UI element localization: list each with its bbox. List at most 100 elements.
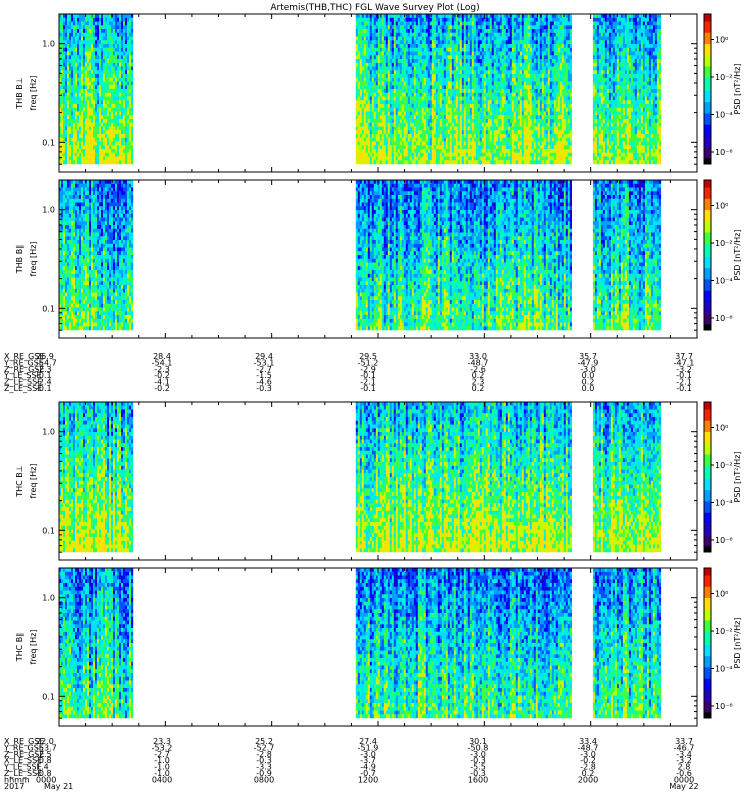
- spectrogram-cell: [458, 100, 460, 104]
- spectrogram-cell: [372, 40, 374, 44]
- spectrogram-cell: [99, 108, 101, 112]
- spectrogram-cell: [418, 70, 420, 74]
- spectrogram-cell: [73, 138, 75, 142]
- spectrogram-cell: [438, 18, 440, 22]
- spectrogram-cell: [362, 130, 364, 134]
- spectrogram-cell: [424, 78, 426, 82]
- spectrogram-cell: [502, 108, 504, 112]
- spectrogram-cell: [127, 100, 129, 104]
- spectrogram-cell: [444, 74, 446, 78]
- spectrogram-cell: [464, 44, 466, 48]
- spectrogram-cell: [99, 70, 101, 74]
- spectrogram-cell: [101, 104, 103, 108]
- spectrogram-cell: [109, 29, 111, 33]
- spectrogram-cell: [127, 55, 129, 59]
- spectrogram-cell: [372, 130, 374, 134]
- spectrogram-cell: [83, 85, 85, 89]
- spectrogram-cell: [426, 142, 428, 146]
- spectrogram-cell: [77, 153, 79, 157]
- spectrogram-cell: [414, 29, 416, 33]
- spectrogram-cell: [398, 37, 400, 41]
- spectrogram-cell: [448, 63, 450, 67]
- spectrogram-cell: [434, 25, 436, 29]
- spectrogram-cell: [67, 74, 69, 78]
- spectrogram-cell: [117, 149, 119, 153]
- spectrogram-cell: [480, 115, 482, 119]
- spectrogram-cell: [105, 130, 107, 134]
- spectrogram-cell: [65, 22, 67, 26]
- spectrogram-cell: [446, 123, 448, 127]
- spectrogram-cell: [460, 85, 462, 89]
- spectrogram-cell: [115, 74, 117, 78]
- spectrogram-cell: [410, 59, 412, 63]
- spectrogram-cell: [494, 44, 496, 48]
- spectrogram-cell: [430, 153, 432, 157]
- spectrogram-cell: [380, 142, 382, 146]
- spectrogram-cell: [460, 104, 462, 108]
- spectrogram-cell: [368, 100, 370, 104]
- spectrogram-cell: [406, 100, 408, 104]
- spectrogram-cell: [360, 82, 362, 86]
- spectrogram-cell: [376, 145, 378, 149]
- spectrogram-cell: [490, 89, 492, 93]
- spectrogram-cell: [107, 112, 109, 116]
- spectrogram-cell: [432, 108, 434, 112]
- spectrogram-cell: [416, 37, 418, 41]
- spectrogram-cell: [514, 67, 516, 71]
- spectrogram-cell: [85, 153, 87, 157]
- spectrogram-cell: [430, 108, 432, 112]
- spectrogram-cell: [484, 119, 486, 123]
- spectrogram-cell: [127, 112, 129, 116]
- spectrogram-cell: [115, 112, 117, 116]
- spectrogram-cell: [79, 130, 81, 134]
- spectrogram-cell: [490, 100, 492, 104]
- spectrogram-cell: [366, 149, 368, 153]
- spectrogram-cell: [470, 29, 472, 33]
- spectrogram-cell: [502, 48, 504, 52]
- spectrogram-cell: [89, 145, 91, 149]
- spectrogram-cell: [119, 67, 121, 71]
- spectrogram-cell: [522, 14, 524, 18]
- spectrogram-cell: [360, 25, 362, 29]
- spectrogram-cell: [490, 127, 492, 131]
- spectrogram-cell: [440, 82, 442, 86]
- spectrogram-cell: [67, 112, 69, 116]
- spectrogram-cell: [103, 25, 105, 29]
- spectrogram-cell: [414, 153, 416, 157]
- spectrogram-cell: [486, 149, 488, 153]
- spectrogram-cell: [514, 33, 516, 37]
- spectrogram-cell: [504, 145, 506, 149]
- spectrogram-cell: [111, 123, 113, 127]
- spectrogram-cell: [366, 130, 368, 134]
- spectrogram-cell: [520, 127, 522, 131]
- spectrogram-cell: [113, 138, 115, 142]
- spectrogram-cell: [426, 130, 428, 134]
- spectrogram-cell: [127, 52, 129, 56]
- spectrogram-cell: [434, 112, 436, 116]
- spectrogram-cell: [121, 97, 123, 101]
- spectrogram-cell: [450, 104, 452, 108]
- spectrogram-cell: [448, 149, 450, 153]
- spectrogram-cell: [444, 97, 446, 101]
- spectrogram-cell: [103, 63, 105, 67]
- spectrogram-cell: [95, 138, 97, 142]
- spectrogram-cell: [522, 108, 524, 112]
- spectrogram-cell: [480, 74, 482, 78]
- spectrogram-cell: [127, 29, 129, 33]
- spectrogram-cell: [510, 40, 512, 44]
- spectrogram-cell: [123, 100, 125, 104]
- spectrogram-cell: [356, 48, 358, 52]
- spectrogram-cell: [430, 70, 432, 74]
- spectrogram-cell: [69, 40, 71, 44]
- spectrogram-cell: [466, 82, 468, 86]
- spectrogram-cell: [442, 100, 444, 104]
- spectrogram-cell: [500, 127, 502, 131]
- spectrogram-cell: [492, 55, 494, 59]
- spectrogram-cell: [486, 48, 488, 52]
- spectrogram-cell: [113, 149, 115, 153]
- spectrogram-cell: [65, 130, 67, 134]
- spectrogram-cell: [424, 134, 426, 138]
- spectrogram-cell: [414, 108, 416, 112]
- spectrogram-cell: [370, 55, 372, 59]
- spectrogram-cell: [69, 145, 71, 149]
